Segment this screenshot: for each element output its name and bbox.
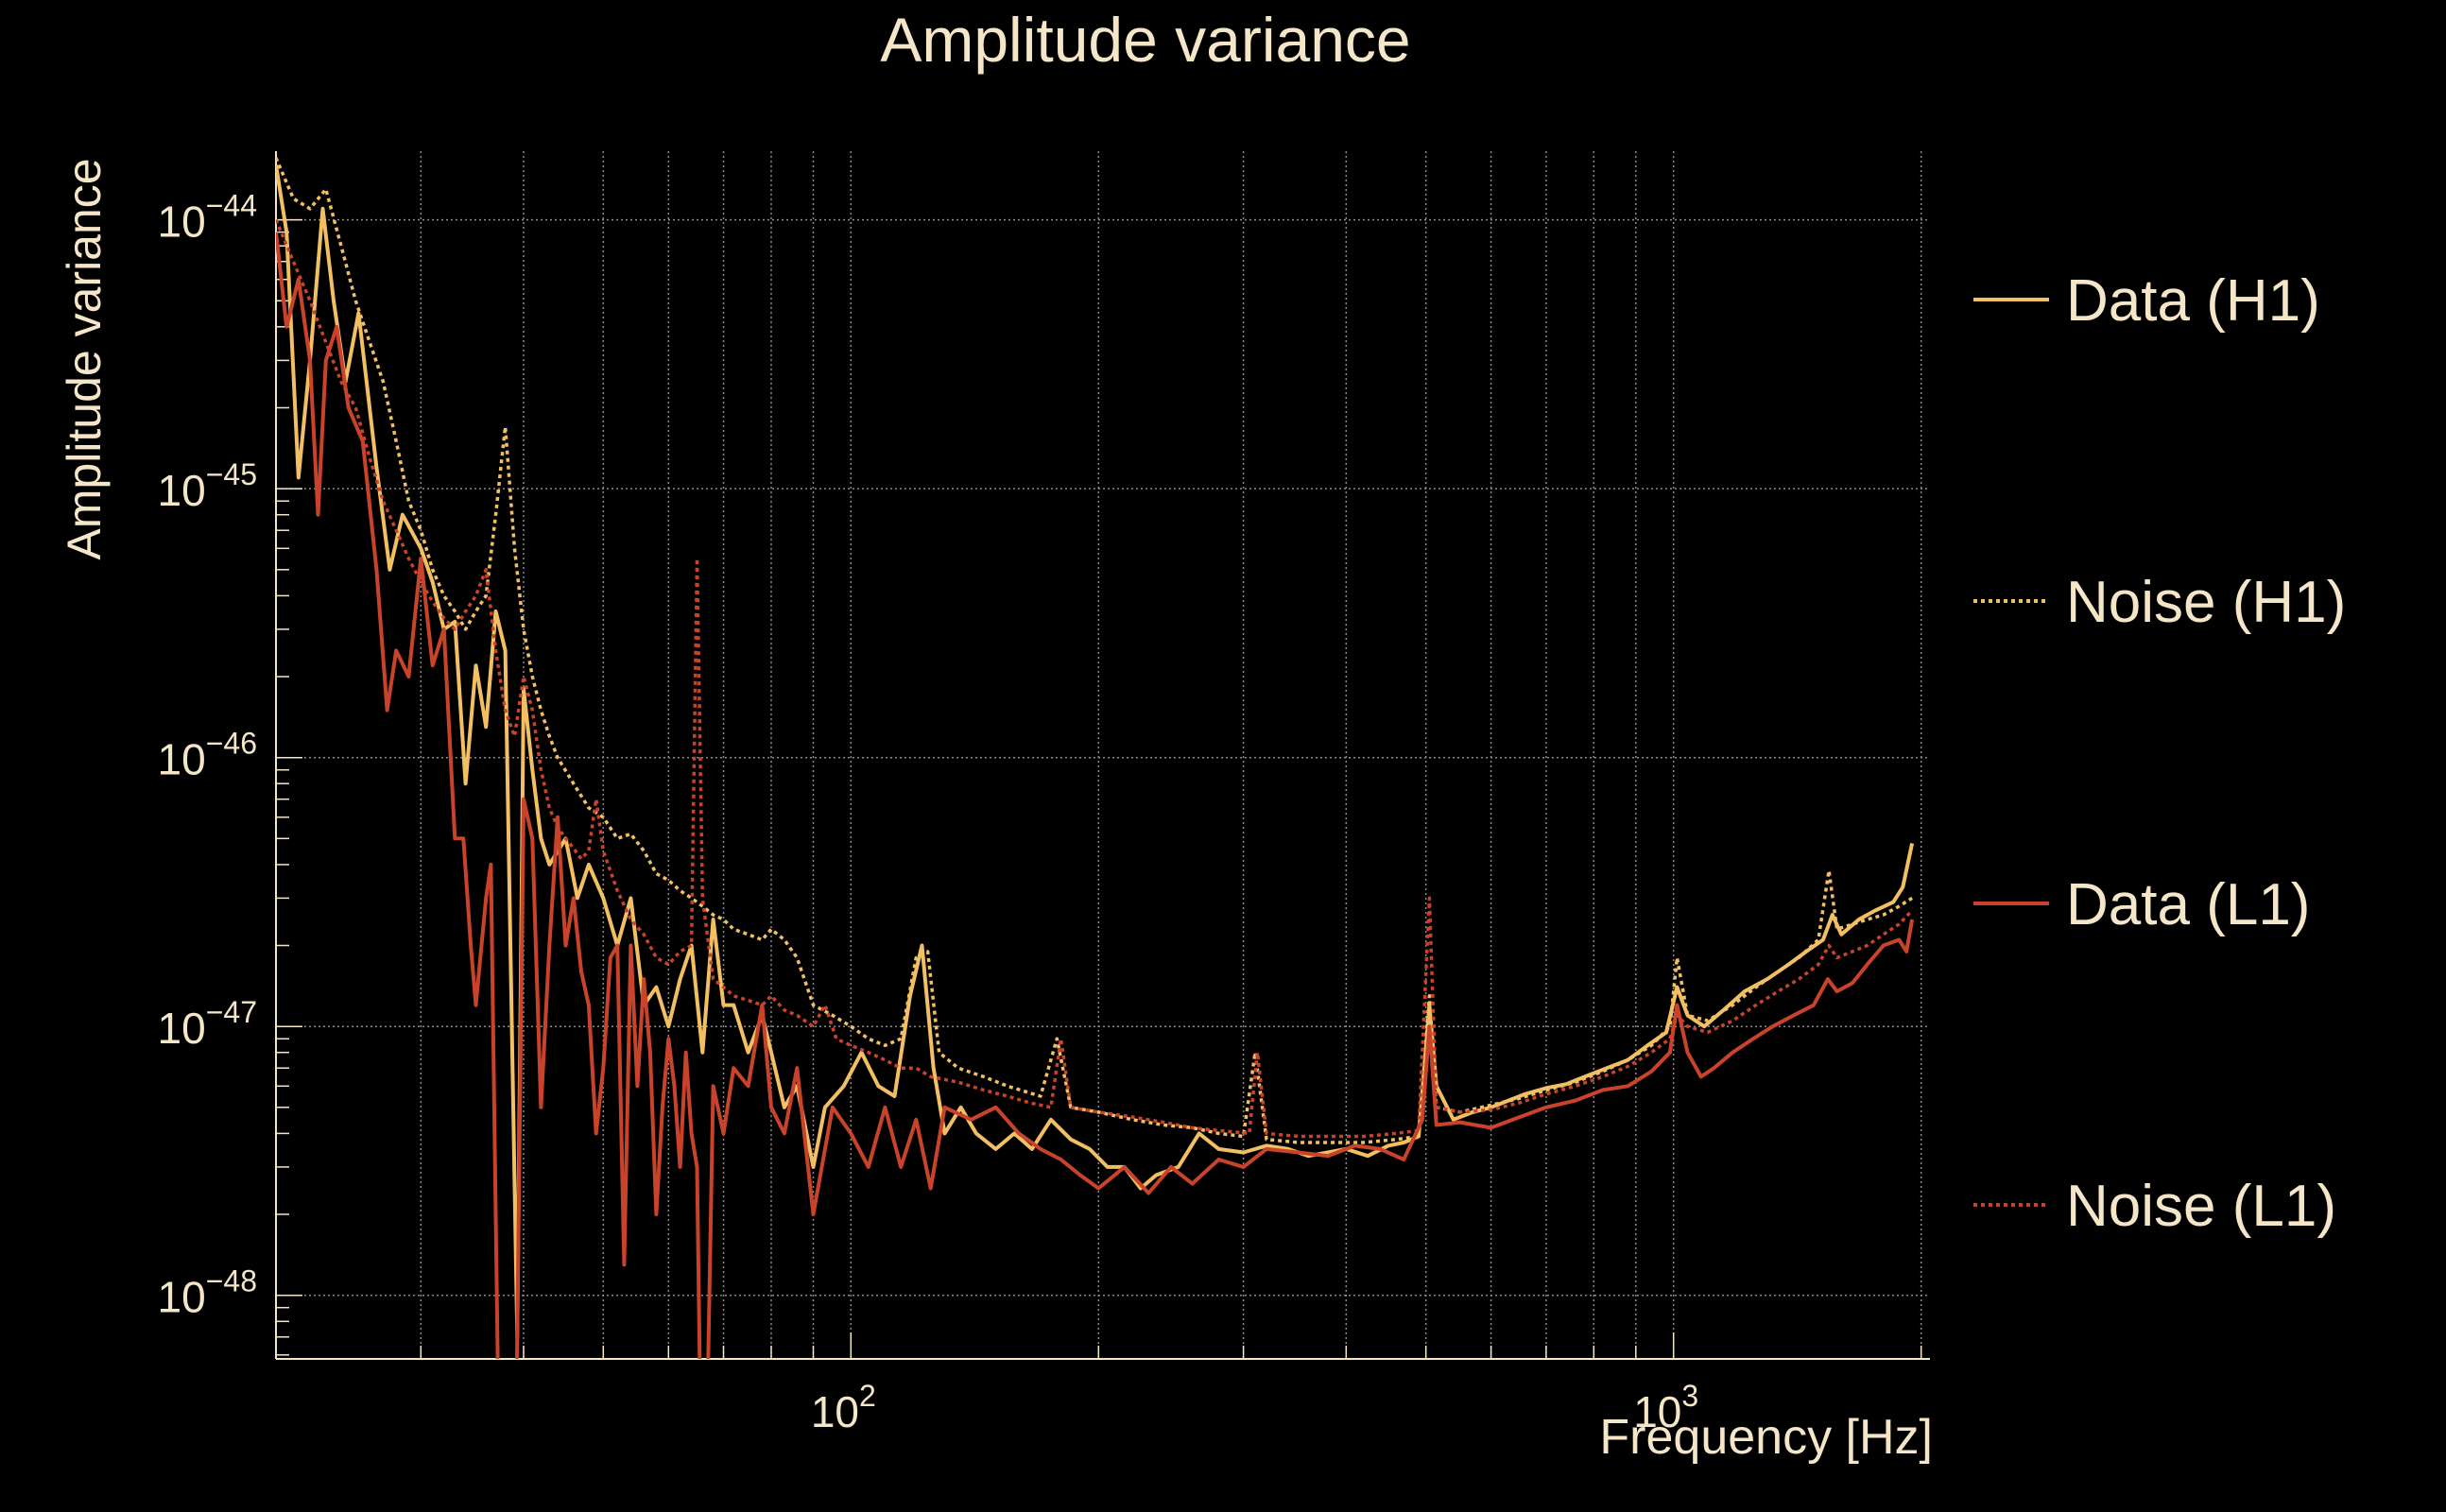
legend-label: Noise (H1) [2066, 570, 2346, 635]
chart-title: Amplitude variance [880, 5, 1410, 75]
legend: Data (H1) Noise (H1) Data (L1) Noise (L1) [1973, 268, 2346, 1239]
plot-area [276, 157, 1915, 1359]
x-tick-label: 102 [811, 1379, 876, 1436]
x-axis-label: Frequency [Hz] [1599, 1410, 1933, 1465]
legend-label: Noise (L1) [2066, 1174, 2336, 1239]
y-tick-label: 10−48 [158, 1264, 257, 1322]
y-axis-label: Amplitude variance [58, 158, 111, 559]
y-tick-label: 10−47 [158, 995, 257, 1053]
y-tick-labels: 10−44 10−45 10−46 10−47 10−48 [158, 189, 257, 1322]
x-tick-labels: 102 103 [811, 1379, 1698, 1436]
axes [275, 151, 1930, 1360]
legend-label: Data (L1) [2066, 872, 2310, 937]
series-line-data-l1 [276, 232, 1915, 1359]
y-tick-label: 10−44 [158, 189, 257, 247]
x-tick-label: 103 [1633, 1379, 1698, 1436]
legend-label: Data (H1) [2066, 268, 2320, 334]
series-line-noise-l1 [276, 218, 1914, 1139]
y-tick-label: 10−46 [158, 727, 257, 784]
y-tick-label: 10−45 [158, 457, 257, 515]
